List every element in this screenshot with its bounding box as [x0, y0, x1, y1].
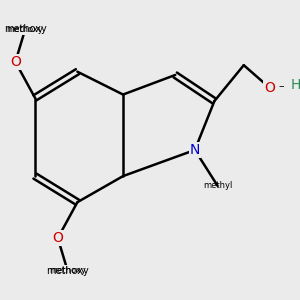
- Text: O: O: [264, 81, 275, 95]
- Text: O: O: [10, 55, 21, 69]
- Text: methyl: methyl: [203, 182, 232, 190]
- Text: O: O: [52, 231, 63, 245]
- Text: methoxy: methoxy: [7, 25, 44, 34]
- Text: N: N: [190, 143, 200, 157]
- Text: H: H: [291, 78, 300, 92]
- Text: methoxy: methoxy: [49, 266, 86, 275]
- Text: methoxy: methoxy: [4, 24, 46, 34]
- Text: –: –: [278, 81, 284, 92]
- Text: methoxy: methoxy: [46, 266, 89, 276]
